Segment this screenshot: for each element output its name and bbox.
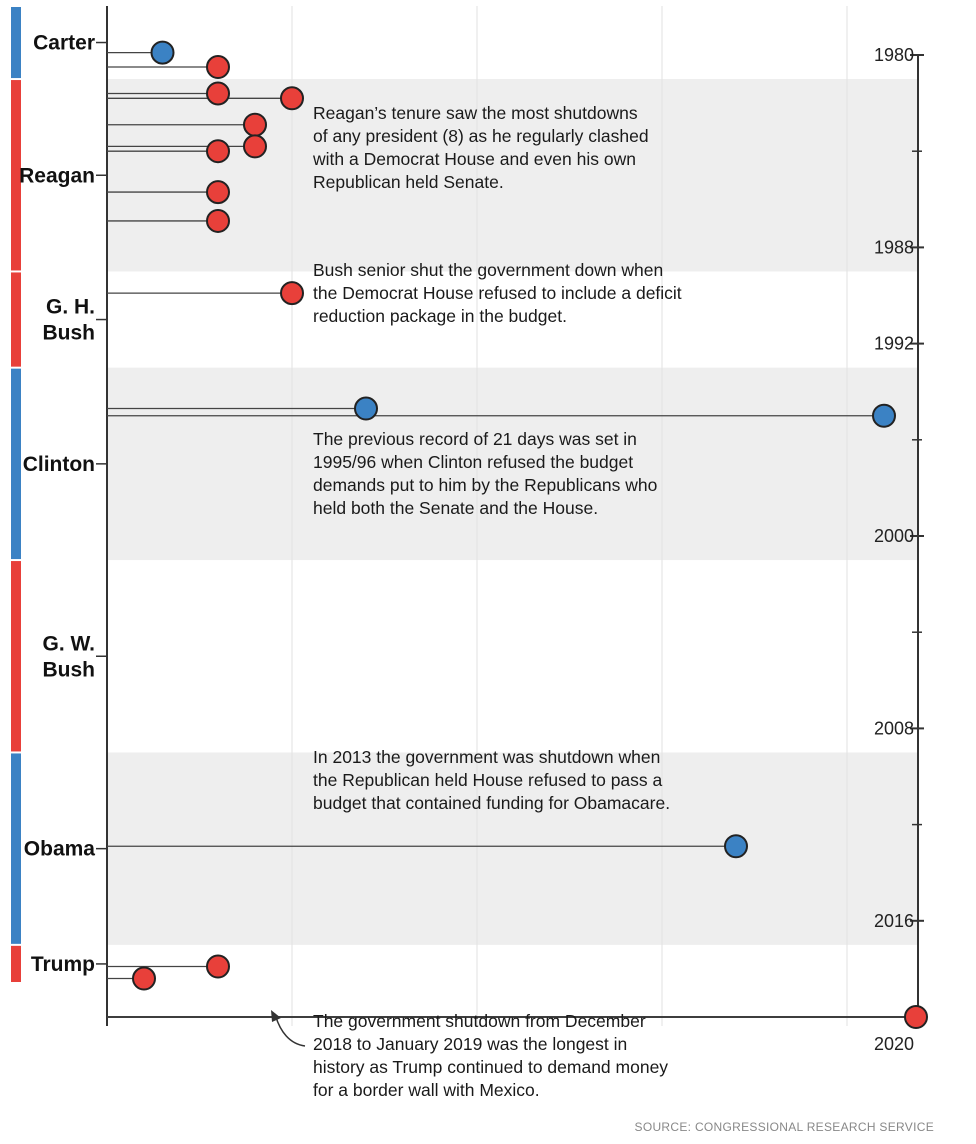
trump-annotation-arrow bbox=[274, 1013, 306, 1047]
annotation-line: 1995/96 when Clinton refused the budget bbox=[313, 452, 634, 472]
annotation-line: The government shutdown from December bbox=[313, 1011, 646, 1031]
president-labels: Carter Reagan G. H. Bush Clinton G. W. Bush Oba… bbox=[19, 32, 107, 976]
annotation-line: held both the Senate and the House. bbox=[313, 498, 599, 518]
president-label-line: Carter bbox=[33, 32, 95, 55]
shutdown-dots bbox=[132, 40, 928, 1029]
year-label: 2016 bbox=[874, 911, 914, 931]
source-note: SOURCE: CONGRESSIONAL RESEARCH SERVICE bbox=[634, 1120, 934, 1134]
shutdown-dot bbox=[206, 180, 230, 205]
presidency-band bbox=[107, 79, 918, 272]
annotation-line: reduction package in the budget. bbox=[313, 306, 567, 326]
year-label: 2008 bbox=[874, 718, 914, 738]
president-label-line: Clinton bbox=[23, 453, 95, 476]
party-bar-democrat bbox=[11, 753, 21, 944]
party-bar-republican bbox=[11, 561, 21, 752]
shutdown-dot bbox=[206, 208, 230, 233]
annotation-line: demands put to him by the Republicans wh… bbox=[313, 475, 658, 495]
party-bar-democrat bbox=[11, 7, 21, 79]
year-label: 1988 bbox=[874, 237, 914, 257]
president-label: Obama bbox=[24, 838, 96, 861]
annotation-trump: The government shutdown from December 20… bbox=[313, 1010, 668, 1102]
trump-annotation-arrowhead bbox=[271, 1010, 281, 1022]
annotation-line: the Republican held House refused to pas… bbox=[313, 770, 663, 790]
year-label: 1992 bbox=[874, 334, 914, 354]
president-label: Clinton bbox=[23, 453, 95, 476]
president-label: Reagan bbox=[19, 164, 95, 187]
shutdown-dot bbox=[150, 40, 175, 65]
president-label-line: Obama bbox=[24, 838, 96, 861]
annotation-line: history as Trump continued to demand mon… bbox=[313, 1057, 669, 1077]
annotation-gh-bush: Bush senior shut the government down whe… bbox=[313, 259, 682, 328]
shutdown-dot bbox=[243, 112, 267, 137]
president-label-line: Bush bbox=[43, 322, 96, 345]
shutdown-dot bbox=[132, 966, 156, 991]
shutdown-dot bbox=[206, 81, 230, 106]
president-label: Carter bbox=[33, 32, 95, 55]
president-label: G. H. Bush bbox=[43, 296, 96, 345]
president-label-line: Bush bbox=[43, 658, 96, 681]
shutdown-dot bbox=[904, 1005, 928, 1029]
vertical-gridlines bbox=[291, 6, 848, 1026]
party-bar-republican bbox=[11, 945, 21, 982]
year-label: 2000 bbox=[874, 526, 914, 546]
president-label-line: G. W. bbox=[43, 632, 96, 655]
annotation-line: with a Democrat House and even his own bbox=[313, 149, 636, 169]
year-labels: 1980 1988 1992 2000 2008 2016 2020 bbox=[874, 45, 914, 1054]
annotation-line: the Democrat House refused to include a … bbox=[313, 283, 682, 303]
annotation-line: The previous record of 21 days was set i… bbox=[313, 429, 637, 449]
annotation-line: of any president (8) as he regularly cla… bbox=[313, 126, 649, 146]
president-label-line: G. H. bbox=[46, 296, 95, 319]
annotation-line: Reagan’s tenure saw the most shutdowns bbox=[313, 103, 638, 123]
shutdown-dot bbox=[872, 403, 896, 428]
president-label: G. W. Bush bbox=[43, 632, 96, 681]
party-bar-republican bbox=[11, 272, 21, 367]
shutdown-dot bbox=[724, 834, 748, 859]
annotation-line: for a border wall with Mexico. bbox=[313, 1080, 540, 1100]
president-label-line: Reagan bbox=[19, 164, 95, 187]
presidency-bands bbox=[107, 79, 918, 945]
presidency-band bbox=[107, 367, 918, 561]
annotation-line: Bush senior shut the government down whe… bbox=[313, 260, 664, 280]
annotation-line: In 2013 the government was shutdown when bbox=[313, 747, 661, 767]
annotation-line: 2018 to January 2019 was the longest in bbox=[313, 1034, 628, 1054]
shutdown-dot bbox=[243, 134, 267, 159]
shutdown-dot bbox=[206, 55, 230, 80]
president-label: Trump bbox=[31, 953, 95, 976]
presidency-band bbox=[107, 752, 918, 945]
party-bar-democrat bbox=[11, 368, 21, 560]
shutdown-dot bbox=[280, 281, 304, 306]
party-color-bars bbox=[11, 7, 21, 982]
party-bar-republican bbox=[11, 80, 21, 271]
shutdown-dot bbox=[206, 139, 230, 164]
annotation-clinton: The previous record of 21 days was set i… bbox=[313, 428, 657, 520]
year-label: 1980 bbox=[874, 45, 914, 65]
year-label: 2020 bbox=[874, 1034, 914, 1054]
annotation-reagan: Reagan’s tenure saw the most shutdowns o… bbox=[313, 102, 649, 194]
president-label-line: Trump bbox=[31, 953, 95, 976]
shutdown-dot bbox=[280, 86, 304, 111]
shutdown-stems bbox=[107, 51, 916, 1018]
annotation-obama: In 2013 the government was shutdown when… bbox=[313, 746, 670, 815]
shutdown-dot bbox=[206, 954, 230, 979]
annotation-line: budget that contained funding for Obamac… bbox=[313, 793, 671, 813]
annotation-line: Republican held Senate. bbox=[313, 172, 504, 192]
shutdown-dot bbox=[354, 396, 378, 421]
